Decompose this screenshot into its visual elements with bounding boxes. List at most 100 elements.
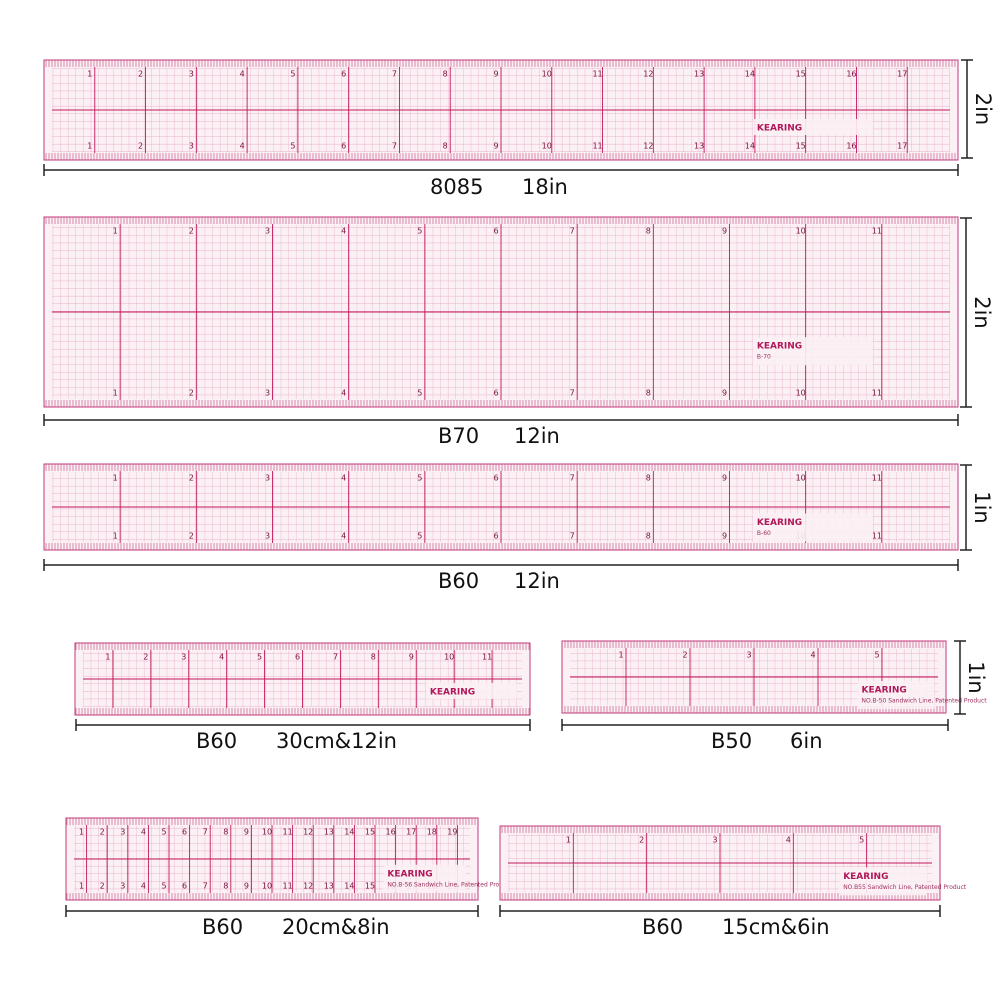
ruler: 1 2 3 4 5 KEARING NO.B55 Sandwich Line, Patent… — [499, 825, 967, 901]
ruler-note: B-70 — [757, 354, 771, 361]
ruler-number: 7 — [570, 532, 575, 541]
brand-badge — [857, 680, 935, 709]
ruler-number: 10 — [796, 474, 806, 483]
brand: KEARING — [843, 872, 888, 882]
ruler-number: 9 — [409, 653, 414, 662]
model-label: B60 — [642, 915, 683, 939]
ruler-number: 8 — [646, 474, 651, 483]
ruler-edge — [562, 706, 946, 713]
ruler-number: 16 — [846, 70, 856, 79]
model-label: 8085 — [430, 175, 483, 199]
ruler-number: 13 — [694, 142, 704, 151]
ruler-number: 4 — [240, 70, 245, 79]
ruler-note: NO.B-56 Sandwich Line, Patented Product — [387, 881, 513, 888]
ruler-number: 7 — [203, 882, 208, 891]
ruler-number: 7 — [570, 227, 575, 236]
size-label: 12in — [514, 569, 560, 593]
brand-badge — [839, 867, 928, 896]
ruler-number: 5 — [257, 653, 262, 662]
ruler: 1 2 3 4 5 KEARING NO.B-50 Sandwich Line, Paten… — [561, 640, 988, 714]
ruler-number: 5 — [417, 227, 422, 236]
ruler-number: 14 — [344, 882, 354, 891]
ruler-number: 10 — [262, 828, 272, 837]
ruler-number: 6 — [493, 474, 498, 483]
model-label: B60 — [438, 569, 479, 593]
ruler-number: 2 — [189, 532, 194, 541]
ruler-number: 3 — [265, 474, 270, 483]
ruler-number: 3 — [181, 653, 186, 662]
ruler-number: 1 — [113, 532, 118, 541]
ruler-number: 3 — [120, 828, 125, 837]
ruler-number: 3 — [189, 142, 194, 151]
ruler-number: 15 — [796, 142, 806, 151]
ruler-number: 5 — [290, 70, 295, 79]
ruler-note: NO.B-50 Sandwich Line, Patented Product — [862, 697, 988, 704]
ruler-number: 10 — [796, 227, 806, 236]
brand-badge — [383, 864, 466, 893]
ruler-number: 3 — [712, 836, 717, 845]
ruler-number: 7 — [392, 142, 397, 151]
ruler-number: 12 — [643, 142, 653, 151]
size-label: 12in — [514, 424, 560, 448]
size-label: 20cm&8in — [282, 915, 390, 939]
ruler-number: 2 — [100, 882, 105, 891]
ruler-number: 3 — [746, 651, 751, 660]
ruler-number: 8 — [223, 828, 228, 837]
ruler-edge — [44, 400, 958, 407]
ruler-number: 12 — [303, 882, 313, 891]
side-label: 2in — [971, 93, 995, 126]
ruler-number: 4 — [341, 227, 346, 236]
ruler-number: 3 — [265, 389, 270, 398]
ruler-number: 6 — [295, 653, 300, 662]
ruler-number: 9 — [722, 474, 727, 483]
ruler-number: 7 — [392, 70, 397, 79]
ruler-number: 15 — [365, 828, 375, 837]
ruler-number: 9 — [244, 828, 249, 837]
ruler-edge — [44, 543, 958, 550]
ruler-number: 6 — [341, 142, 346, 151]
ruler-number: 10 — [542, 142, 552, 151]
ruler-number: 8 — [646, 227, 651, 236]
ruler-number: 11 — [872, 474, 882, 483]
ruler-number: 8 — [371, 653, 376, 662]
ruler-edge — [562, 641, 946, 648]
model-label: B50 — [711, 729, 752, 753]
ruler-number: 6 — [182, 882, 187, 891]
ruler-number: 14 — [745, 142, 755, 151]
ruler: 1122334455667788991010111112121313141415… — [65, 817, 513, 901]
ruler-number: 14 — [344, 828, 354, 837]
ruler-number: 3 — [120, 882, 125, 891]
ruler-number: 6 — [493, 227, 498, 236]
ruler-number: 8 — [646, 389, 651, 398]
ruler-number: 1 — [113, 227, 118, 236]
ruler-number: 13 — [324, 882, 334, 891]
ruler-number: 2 — [138, 70, 143, 79]
ruler-number: 1 — [618, 651, 623, 660]
ruler-number: 5 — [874, 651, 879, 660]
ruler-edge — [44, 60, 958, 67]
ruler-number: 1 — [113, 389, 118, 398]
ruler-edge — [66, 893, 478, 900]
brand: KEARING — [757, 342, 802, 352]
ruler: 1 2 3 4 5 6 7 8 9 10 11 KEARING — [74, 642, 531, 716]
ruler-edge — [66, 818, 478, 825]
ruler-number: 1 — [79, 882, 84, 891]
ruler-number: 15 — [365, 882, 375, 891]
ruler-number: 5 — [290, 142, 295, 151]
ruler-number: 6 — [493, 389, 498, 398]
ruler-number: 11 — [592, 70, 602, 79]
ruler-edge — [75, 643, 530, 650]
ruler-number: 10 — [542, 70, 552, 79]
side-label: 2in — [970, 296, 994, 329]
ruler-number: 2 — [189, 389, 194, 398]
ruler-number: 14 — [745, 70, 755, 79]
ruler-number: 7 — [203, 828, 208, 837]
ruler-number: 11 — [872, 532, 882, 541]
ruler-number: 12 — [303, 828, 313, 837]
brand: KEARING — [757, 518, 802, 528]
brand-badge — [752, 119, 873, 135]
ruler-edge — [75, 708, 530, 715]
brand: KEARING — [430, 687, 475, 697]
